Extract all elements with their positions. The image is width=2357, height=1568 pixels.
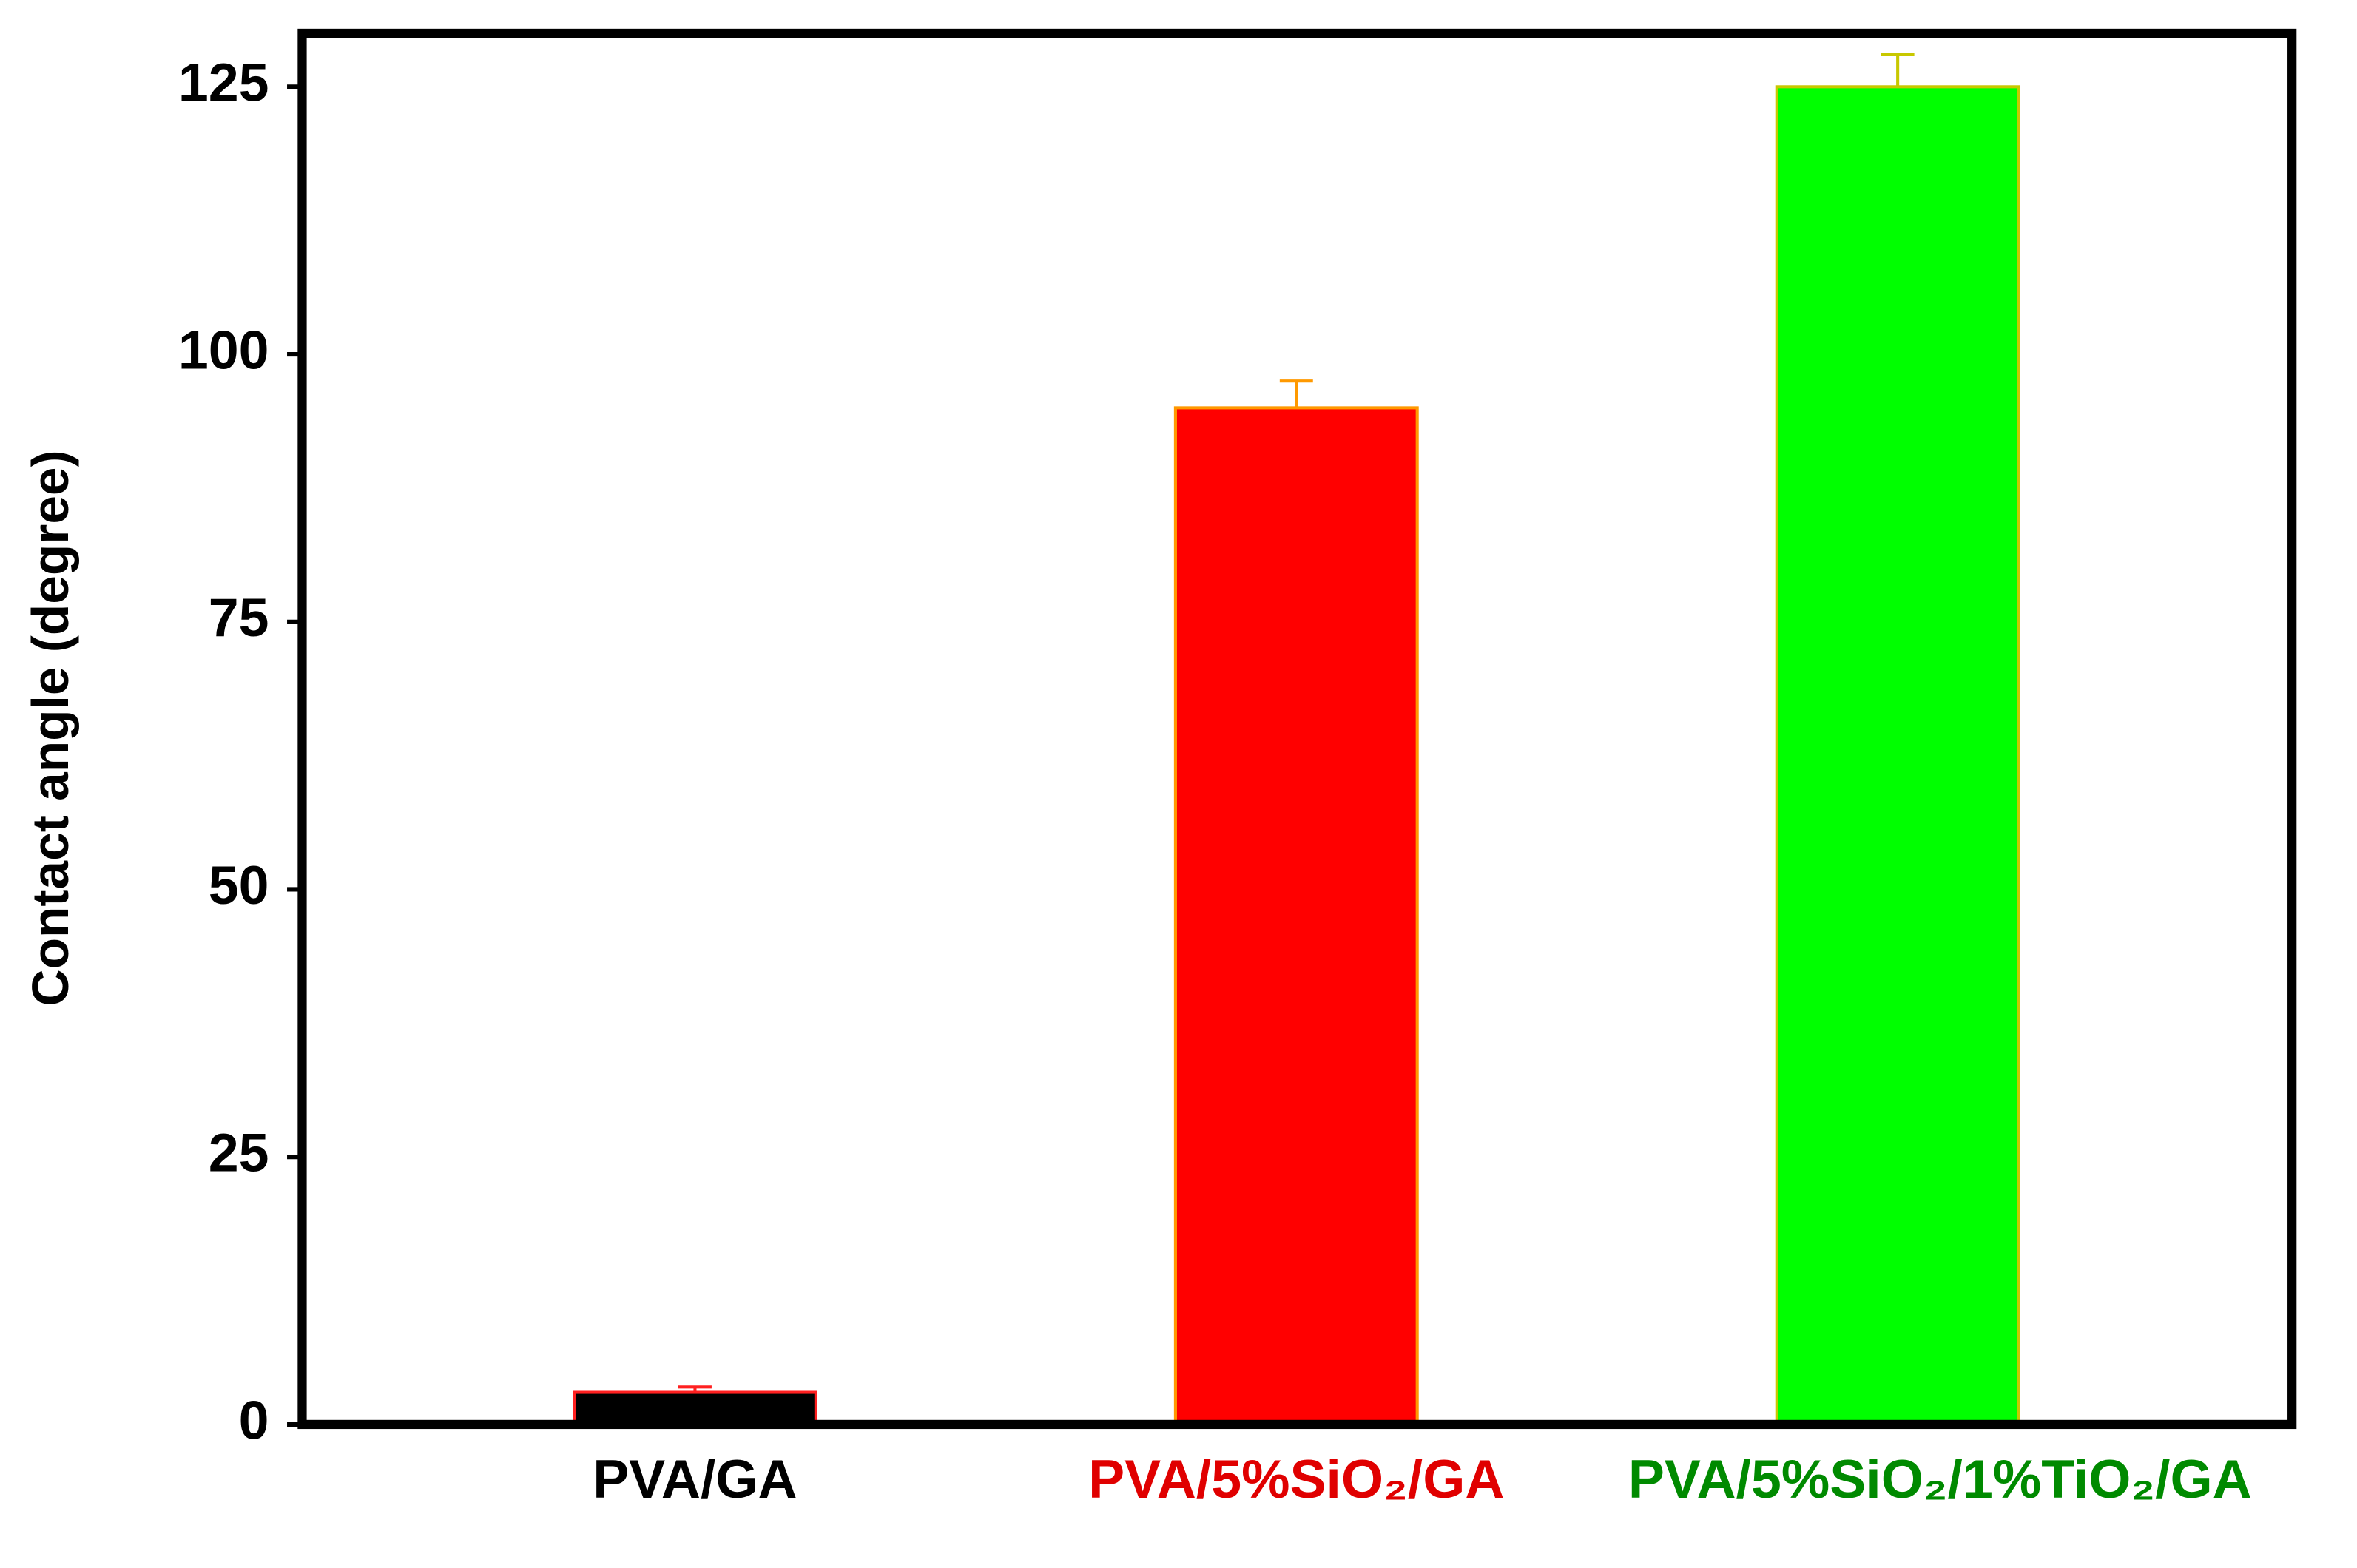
y-tick-label: 0 <box>239 1389 269 1450</box>
y-tick-label: 100 <box>178 319 269 380</box>
x-tick-label: PVA/GA <box>593 1448 797 1510</box>
y-tick-label: 25 <box>209 1122 269 1183</box>
y-tick-label: 125 <box>178 52 269 113</box>
bar <box>1173 406 1419 1426</box>
y-tick-label: 75 <box>209 587 269 648</box>
y-axis-label: Contact angle (degree) <box>21 450 79 1006</box>
x-tick-label: PVA/5%SiO₂/GA <box>1088 1448 1504 1510</box>
bar <box>1775 85 2020 1426</box>
bar <box>573 1390 817 1426</box>
y-tick-label: 50 <box>209 854 269 916</box>
x-tick-label: PVA/5%SiO₂/1%TiO₂/GA <box>1628 1448 2252 1510</box>
plot-frame <box>297 28 2297 1430</box>
